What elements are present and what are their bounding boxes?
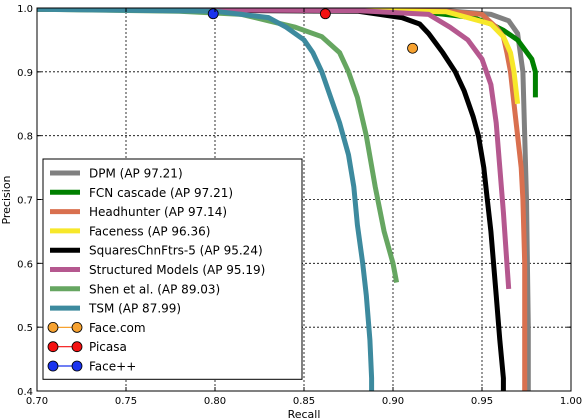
y-tick-label: 0.8 xyxy=(17,132,33,143)
legend-label-6: Shen et al. (AP 89.03) xyxy=(89,282,220,296)
legend-label-8: Face.com xyxy=(89,321,146,335)
legend-label-3: Faceness (AP 96.36) xyxy=(89,224,210,238)
x-tick-label: 0.70 xyxy=(26,396,48,407)
legend-label-4: SquaresChnFtrs-5 (AP 95.24) xyxy=(89,244,263,258)
legend-label-5: Structured Models (AP 95.19) xyxy=(89,263,265,277)
point-marker-0 xyxy=(407,42,418,54)
point-marker-2 xyxy=(207,8,219,20)
legend-label-7: TSM (AP 87.99) xyxy=(88,302,181,316)
series-line-5 xyxy=(37,8,512,290)
legend-box xyxy=(42,158,303,380)
y-tick-label: 0.4 xyxy=(17,387,33,398)
legend-label-2: Headhunter (AP 97.14) xyxy=(89,205,227,219)
x-tick-label: 0.95 xyxy=(471,396,493,407)
y-tick-label: 0.6 xyxy=(17,259,33,270)
legend-label-10: Face++ xyxy=(89,360,136,374)
y-tick-label: 0.7 xyxy=(17,196,33,207)
legend-marker-9 xyxy=(71,341,83,353)
legend-label-9: Picasa xyxy=(89,340,127,354)
legend-marker-8 xyxy=(47,321,59,333)
y-tick-label: 0.5 xyxy=(17,323,33,334)
legend: DPM (AP 97.21) FCN cascade (AP 97.21) Head… xyxy=(42,158,303,380)
series-line-7 xyxy=(37,8,375,391)
series-line-4 xyxy=(37,8,506,391)
legend-marker-10 xyxy=(47,360,59,372)
legend-marker-10 xyxy=(71,360,83,372)
x-tick-label: 0.90 xyxy=(382,396,404,407)
x-tick-label: 0.80 xyxy=(204,396,226,407)
x-tick-label: 1.00 xyxy=(560,396,582,407)
x-tick-label: 0.75 xyxy=(115,396,137,407)
point-markers xyxy=(207,8,418,54)
y-tick-label: 1.0 xyxy=(17,4,33,15)
legend-marker-8 xyxy=(71,321,83,333)
legend-marker-9 xyxy=(47,341,59,353)
x-tick-label: 0.85 xyxy=(293,396,315,407)
legend-label-1: FCN cascade (AP 97.21) xyxy=(89,186,233,200)
legend-label-0: DPM (AP 97.21) xyxy=(89,167,183,181)
axis-ticks: 0.70 0.75 0.80 0.85 0.90 0.95 1.00 0.4 0.5 0.6 0.7… xyxy=(17,4,582,407)
series-lines xyxy=(37,8,538,391)
x-axis-label: Recall xyxy=(288,408,321,420)
y-tick-label: 0.9 xyxy=(17,68,33,79)
y-axis-label: Precision xyxy=(0,175,13,224)
point-marker-1 xyxy=(319,8,331,20)
